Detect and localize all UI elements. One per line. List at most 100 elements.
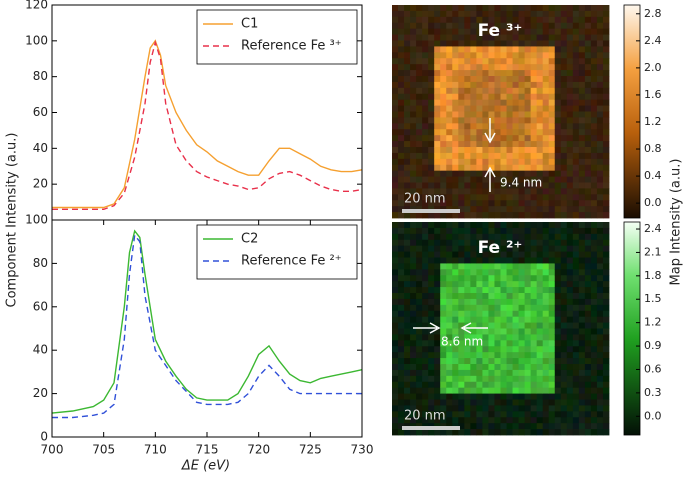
map-pixel — [584, 188, 592, 195]
map-pixel — [452, 227, 459, 235]
map-pixel — [494, 129, 501, 136]
map-pixel — [470, 334, 477, 341]
map-pixel — [506, 87, 513, 95]
colorbar-tick-label: 2.1 — [644, 245, 662, 258]
map-pixel — [398, 70, 405, 77]
map-pixel — [428, 263, 435, 270]
map-pixel — [410, 393, 417, 400]
map-pixel — [602, 233, 610, 241]
map-pixel — [566, 147, 574, 154]
map-pixel — [524, 87, 532, 95]
map-pixel — [488, 16, 495, 24]
map-pixel — [440, 405, 447, 412]
map-pixel — [584, 147, 592, 154]
map-pixel — [416, 28, 423, 35]
map-pixel — [476, 375, 483, 383]
map-pixel — [446, 387, 453, 394]
map-pixel — [566, 269, 574, 276]
map-pixel — [536, 182, 544, 189]
map-pixel — [446, 176, 453, 183]
map-pixel — [566, 245, 574, 252]
map-pixel — [548, 417, 556, 424]
map-pixel — [518, 206, 526, 213]
map-pixel — [506, 364, 513, 371]
map-pixel — [476, 257, 483, 264]
map-pixel — [404, 93, 411, 101]
map-pixel — [458, 147, 465, 154]
map-pixel — [398, 152, 405, 160]
map-pixel — [560, 387, 568, 394]
map-pixel — [548, 387, 556, 394]
map-pixel — [458, 411, 465, 418]
map-pixel — [482, 10, 489, 18]
map-pixel — [602, 206, 610, 213]
map-pixel — [536, 87, 544, 95]
map-pixel — [410, 352, 417, 359]
map-pixel — [554, 310, 562, 318]
map-pixel — [404, 58, 411, 65]
map-pixel — [440, 46, 447, 53]
map-pixel — [452, 40, 459, 47]
map-pixel — [416, 46, 423, 53]
map-pixel — [464, 34, 471, 41]
map-pixel — [554, 22, 562, 30]
map-pixel — [410, 222, 417, 229]
map-pixel — [518, 212, 526, 219]
map-pixel — [428, 129, 435, 136]
map-pixel — [470, 293, 477, 300]
map-pixel — [560, 239, 568, 247]
map-pixel — [494, 399, 501, 406]
map-pixel — [458, 310, 465, 318]
map-pixel — [494, 16, 501, 24]
map-pixel — [464, 52, 471, 59]
map-pixel — [446, 399, 453, 406]
map-pixel — [488, 188, 495, 195]
map-pixel — [548, 176, 556, 183]
map-pixel — [506, 105, 513, 112]
map-pixel — [434, 269, 441, 276]
map-pixel — [500, 369, 507, 377]
map-pixel — [398, 375, 405, 383]
map-pixel — [434, 227, 441, 235]
map-pixel — [512, 135, 519, 142]
map-pixel — [392, 334, 399, 341]
map-pixel — [536, 10, 544, 18]
map-pixel — [416, 188, 423, 195]
map-pixel — [506, 70, 513, 77]
map-pixel — [602, 170, 610, 177]
map-pixel — [602, 417, 610, 424]
map-pixel — [446, 58, 453, 65]
map-pixel — [578, 10, 586, 18]
map-pixel — [518, 158, 526, 166]
map-pixel — [494, 316, 501, 323]
map-pixel — [470, 16, 477, 24]
map-pixel — [488, 233, 495, 241]
map-pixel — [524, 316, 532, 323]
map-pixel — [398, 16, 405, 24]
map-pixel — [596, 387, 604, 394]
map-pixel — [572, 304, 580, 312]
map-pixel — [518, 233, 526, 241]
map-pixel — [404, 200, 411, 207]
map-pixel — [554, 5, 562, 12]
map-pixel — [458, 76, 465, 83]
map-pixel — [530, 375, 538, 383]
map-pixel — [566, 375, 574, 383]
map-pixel — [506, 58, 513, 65]
map-pixel — [470, 206, 477, 213]
map-pixel — [590, 227, 598, 235]
map-pixel — [566, 251, 574, 258]
map-pixel — [578, 129, 586, 136]
map-pixel — [512, 298, 519, 306]
map-pixel — [518, 105, 526, 112]
map-pixel — [530, 310, 538, 318]
map-pixel — [578, 322, 586, 329]
map-pixel — [536, 405, 544, 412]
map-pixel — [398, 287, 405, 294]
map-pixel — [446, 40, 453, 47]
map-pixel — [572, 194, 580, 201]
map-pixel — [422, 10, 429, 18]
map-pixel — [392, 105, 399, 112]
map-pixel — [584, 281, 592, 288]
data-line — [52, 233, 362, 419]
